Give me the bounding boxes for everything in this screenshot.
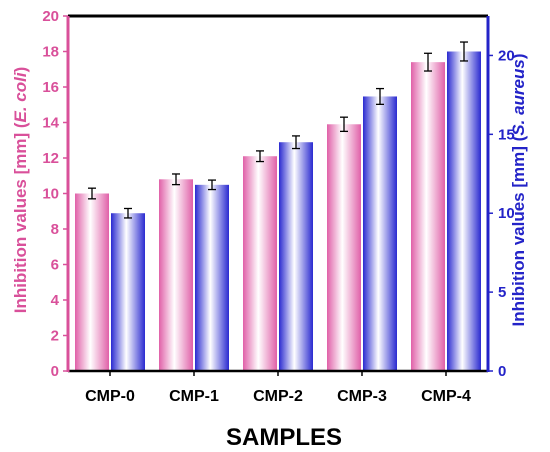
bar-right-cmp-4	[447, 51, 481, 371]
right-y-tick-label: 10	[498, 205, 515, 222]
left-y-tick-label: 4	[51, 292, 60, 309]
x-tick-label-cmp-1: CMP-1	[169, 388, 219, 405]
error-bar-left-cmp-0	[88, 187, 96, 200]
ticks-layer: CMP-0 CMP-1 CMP-2 CMP-3 CMP-4 0 2 4 6 8 10 12 14 16 18…	[42, 8, 514, 405]
left-y-tick-label: 2	[51, 328, 59, 345]
error-bar-right-cmp-4	[460, 41, 468, 62]
left-y-axis-title-prefix: Inhibition values [mm] (	[11, 122, 30, 313]
x-tick-label-cmp-3: CMP-3	[337, 388, 387, 405]
left-y-tick-label: 20	[42, 8, 59, 25]
bar-left-cmp-0	[75, 193, 109, 371]
right-y-tick-label: 5	[498, 284, 506, 301]
left-y-tick-label: 12	[42, 150, 59, 167]
left-y-tick-label: 10	[42, 186, 59, 203]
right-y-axis-title: Inhibition values [mm] (S. aureus)	[509, 53, 528, 326]
left-y-tick-label: 6	[51, 257, 59, 274]
x-axis-title: SAMPLES	[226, 424, 342, 451]
x-tick-label-cmp-4: CMP-4	[421, 388, 471, 405]
bar-left-cmp-2	[243, 156, 277, 371]
error-bar-left-cmp-4	[424, 52, 432, 72]
bar-left-cmp-4	[411, 62, 445, 372]
bar-left-cmp-1	[159, 179, 193, 371]
left-y-tick-label: 0	[51, 363, 59, 380]
right-y-tick-label: 20	[498, 47, 515, 64]
right-y-axis-title-suffix: )	[509, 53, 528, 59]
bar-right-cmp-3	[363, 96, 397, 371]
error-bar-left-cmp-1	[172, 173, 180, 186]
error-bar-right-cmp-1	[208, 179, 216, 191]
left-y-axis-title: Inhibition values [mm] (E. coli)	[11, 67, 30, 314]
error-bar-left-cmp-3	[340, 116, 348, 133]
x-tick-label-cmp-0: CMP-0	[85, 388, 135, 405]
error-bar-right-cmp-2	[292, 135, 300, 150]
left-y-tick-label: 14	[42, 115, 59, 132]
error-bar-right-cmp-0	[124, 207, 132, 219]
left-y-tick-label: 16	[42, 79, 59, 96]
error-bar-right-cmp-3	[376, 87, 384, 106]
bar-right-cmp-2	[279, 142, 313, 371]
x-tick-label-cmp-2: CMP-2	[253, 388, 303, 405]
bars-layer	[75, 51, 481, 372]
left-y-tick-label: 8	[51, 221, 59, 238]
bar-left-cmp-3	[327, 124, 361, 372]
error-bar-left-cmp-2	[256, 150, 264, 163]
error-bars-layer	[88, 41, 468, 219]
right-y-tick-label: 15	[498, 126, 515, 143]
bar-right-cmp-1	[195, 184, 229, 371]
right-y-axis-title-prefix: Inhibition values [mm] (	[509, 135, 528, 326]
right-y-tick-label: 0	[498, 363, 506, 380]
left-y-axis-title-suffix: )	[11, 67, 30, 73]
right-y-axis-title-organism: S. aureus	[509, 59, 528, 136]
left-y-axis-title-organism: E. coli	[11, 71, 30, 122]
left-y-tick-label: 18	[42, 44, 59, 61]
bar-right-cmp-0	[111, 213, 145, 371]
